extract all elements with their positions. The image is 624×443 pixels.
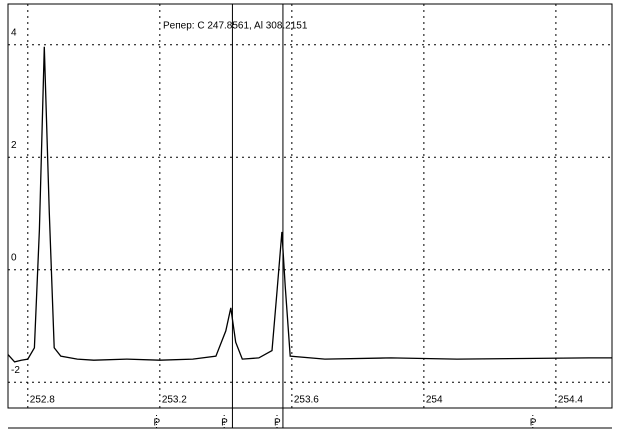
y-tick-label: 0 — [11, 252, 17, 263]
y-tick-label: 4 — [11, 27, 17, 38]
x-tick-label: 252.8 — [30, 395, 55, 406]
annotation: Pепер: C 247.8561, Al 308.2151 — [163, 21, 308, 32]
plot-frame — [7, 3, 613, 409]
marker-label: P — [154, 418, 161, 429]
x-tick-label: 253.6 — [294, 395, 319, 406]
y-tick-label: -2 — [11, 365, 20, 376]
x-tick-label: 254.4 — [558, 395, 583, 406]
y-tick-label: 2 — [11, 140, 17, 151]
x-tick-label: 254 — [426, 395, 443, 406]
marker-label: P — [530, 418, 537, 429]
spectrum-line — [7, 46, 612, 363]
marker-label: P — [274, 418, 281, 429]
x-tick-label: 253.2 — [162, 395, 187, 406]
marker-label: P — [221, 418, 228, 429]
